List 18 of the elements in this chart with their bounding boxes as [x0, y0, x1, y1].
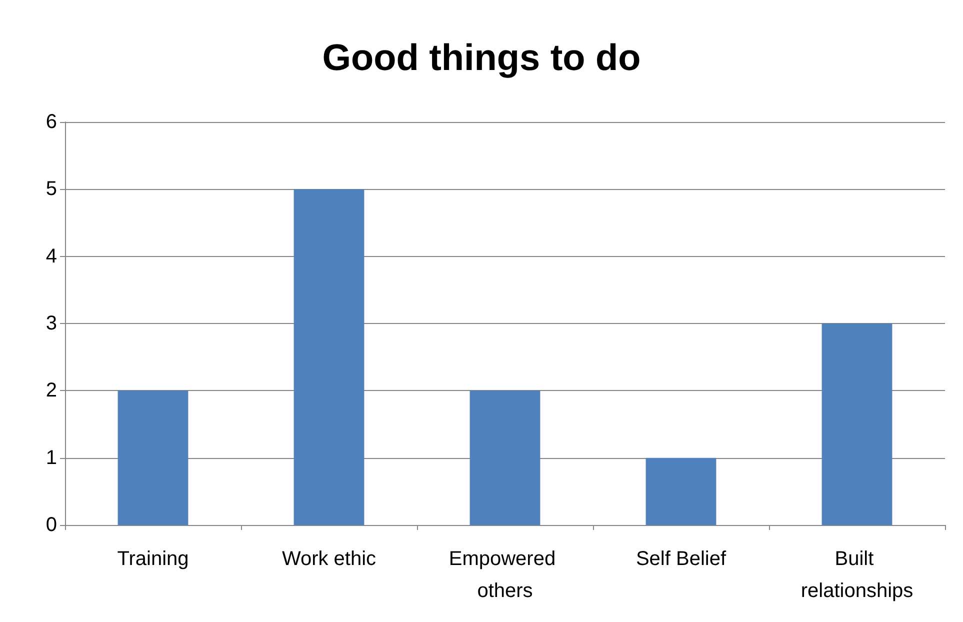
- y-tick-label: 3: [46, 312, 57, 334]
- y-tick-label: 2: [46, 380, 57, 402]
- bar: [470, 390, 540, 525]
- y-tick-label: 6: [46, 111, 57, 133]
- x-tick-label: Training: [117, 548, 189, 570]
- x-tick-label: Empowered others: [448, 548, 562, 602]
- bar: [646, 458, 716, 525]
- bar: [822, 324, 892, 525]
- chart-title: Good things to do: [322, 37, 641, 78]
- x-tick-label: Self Belief: [636, 548, 726, 570]
- bar: [294, 189, 364, 525]
- y-tick-label: 5: [46, 178, 57, 200]
- bar: [118, 390, 188, 525]
- y-tick-label: 1: [46, 446, 57, 469]
- y-tick-label: 0: [46, 514, 57, 536]
- x-tick-label: Built relationships: [800, 548, 914, 602]
- x-tick-label: Work ethic: [282, 548, 376, 570]
- y-tick-label: 4: [46, 245, 57, 268]
